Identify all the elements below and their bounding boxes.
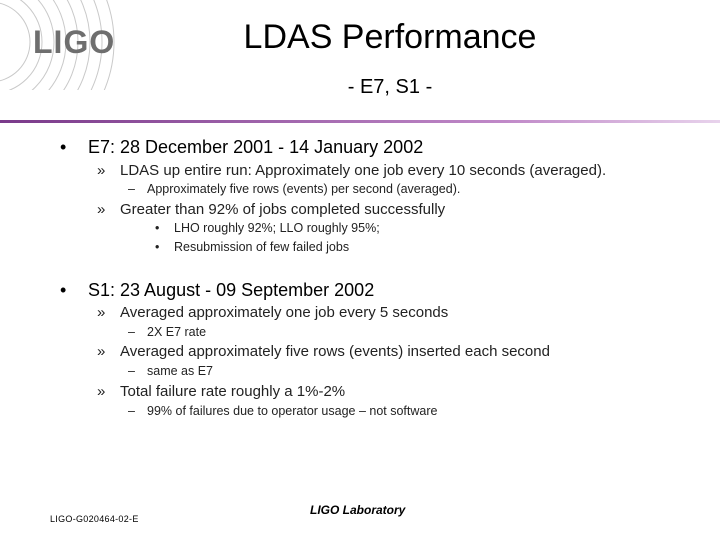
bullet-text: 2X E7 rate	[147, 325, 207, 339]
bullet-text: LDAS up entire run: Approximately one jo…	[120, 162, 607, 179]
bullet-marker: »	[97, 162, 106, 179]
slide-subtitle: - E7, S1 -	[347, 76, 433, 98]
bullet-marker: »	[97, 201, 106, 218]
title-divider	[0, 120, 720, 123]
bullet-text: same as E7	[147, 364, 214, 378]
bullet-s1: • S1: 23 August - 09 September 2002	[60, 280, 374, 301]
document-id: LIGO-G020464-02-E	[50, 514, 139, 524]
bullet-marker: »	[97, 383, 106, 400]
bullet-marker: –	[128, 325, 135, 339]
bullet-marker: •	[60, 137, 67, 157]
bullet-text: S1: 23 August - 09 September 2002	[88, 280, 375, 300]
bullet-text: Resubmission of few failed jobs	[174, 240, 350, 254]
detail-e7-resubmission: • Resubmission of few failed jobs	[155, 240, 349, 254]
sub-bullet-s1-rows: » Averaged approximately five rows (event…	[97, 343, 550, 360]
sub-bullet-s1-jobs: » Averaged approximately one job every 5 …	[97, 304, 448, 321]
sub-bullet-e7-uptime: » LDAS up entire run: Approximately one j…	[97, 162, 606, 179]
bullet-text: Total failure rate roughly a 1%-2%	[120, 383, 346, 400]
bullet-marker: •	[60, 280, 67, 300]
logo-arcs-icon	[0, 0, 115, 90]
logo: LIGO	[0, 0, 140, 90]
bullet-text: Averaged approximately five rows (events…	[120, 343, 550, 360]
detail-e7-sites: • LHO roughly 92%; LLO roughly 95%;	[155, 221, 380, 235]
bullet-marker: –	[128, 364, 135, 378]
detail-s1-operator: –99% of failures due to operator usage –…	[128, 404, 437, 418]
bullet-text: Approximately five rows (events) per sec…	[147, 182, 461, 196]
logo-text: LIGO	[33, 24, 116, 60]
bullet-marker: »	[97, 343, 106, 360]
sub-bullet-e7-success: » Greater than 92% of jobs completed succ…	[97, 201, 445, 218]
bullet-text: Greater than 92% of jobs completed succe…	[120, 201, 446, 218]
bullet-marker: •	[155, 221, 160, 235]
sub-bullet-s1-failure: » Total failure rate roughly a 1%-2%	[97, 383, 345, 400]
detail-s1-rate: –2X E7 rate	[128, 325, 206, 339]
bullet-marker: •	[155, 240, 160, 254]
detail-s1-same: – same as E7	[128, 364, 213, 378]
detail-e7-rows: – Approximately five rows (events) per se…	[128, 182, 460, 196]
bullet-marker: »	[97, 304, 106, 321]
lab-name: LIGO Laboratory	[310, 503, 406, 517]
bullet-text: LHO roughly 92%; LLO roughly 95%;	[174, 221, 380, 235]
bullet-text: 99% of failures due to operator usage – …	[147, 404, 438, 418]
bullet-marker: –	[128, 404, 135, 418]
bullet-text: E7: 28 December 2001 - 14 January 2002	[88, 137, 424, 157]
bullet-e7: • E7: 28 December 2001 - 14 January 2002	[60, 137, 423, 158]
bullet-marker: –	[128, 182, 135, 196]
slide-title: LDAS Performance	[243, 18, 537, 56]
bullet-text: Averaged approximately one job every 5 s…	[120, 304, 449, 321]
